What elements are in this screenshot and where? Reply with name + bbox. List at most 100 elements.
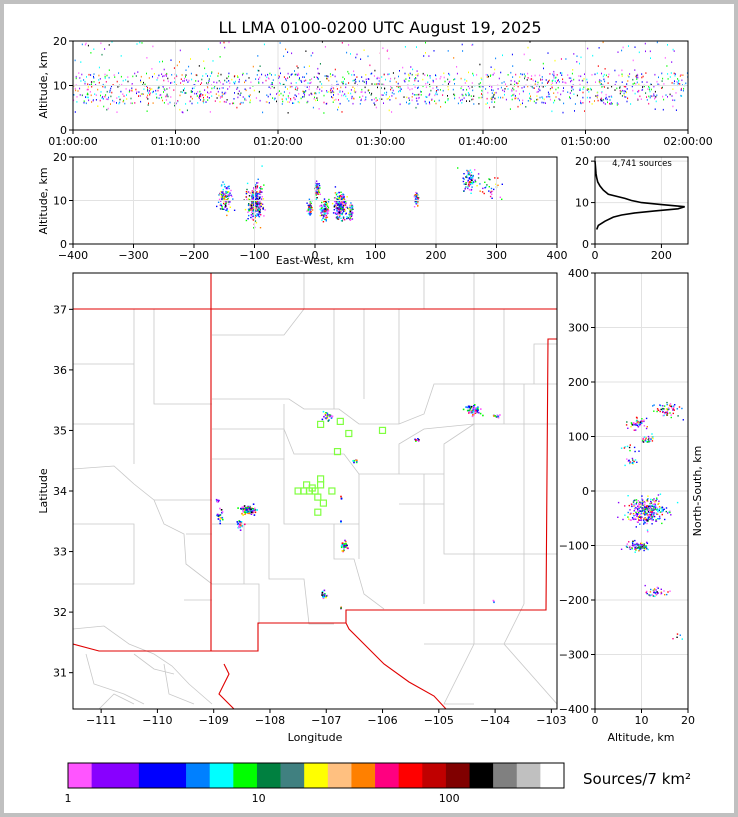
source-point — [425, 95, 427, 98]
source-point — [348, 72, 350, 75]
source-point — [493, 106, 495, 108]
source-point — [667, 44, 668, 46]
source-point — [336, 88, 338, 90]
source-point — [324, 75, 326, 77]
source-point — [184, 87, 185, 90]
source-point — [224, 79, 226, 82]
source-point — [141, 42, 143, 44]
source-point — [415, 198, 417, 200]
source-point — [190, 90, 192, 92]
source-point — [306, 101, 308, 104]
source-point — [300, 97, 302, 100]
source-point — [319, 214, 321, 217]
source-point — [340, 211, 343, 213]
source-point — [678, 80, 680, 82]
colorbar-ticks: 1 10 100 — [65, 792, 460, 805]
source-point — [340, 208, 342, 210]
source-point — [208, 80, 210, 82]
source-point — [259, 191, 261, 193]
source-point — [287, 88, 288, 90]
source-point — [497, 88, 499, 90]
source-point — [526, 79, 528, 81]
source-point — [337, 213, 339, 216]
source-point — [333, 99, 335, 101]
source-point — [501, 183, 503, 185]
source-point — [256, 186, 258, 189]
source-point — [539, 74, 541, 77]
source-point — [251, 194, 253, 196]
source-point — [682, 419, 684, 421]
source-point — [253, 227, 255, 229]
source-point — [649, 591, 652, 593]
source-point — [597, 94, 599, 97]
source-point — [662, 86, 663, 89]
source-point — [656, 513, 659, 515]
source-point — [492, 599, 495, 602]
source-point — [252, 209, 255, 211]
source-point — [572, 85, 574, 88]
source-point — [583, 78, 585, 80]
source-point — [310, 92, 312, 95]
source-point — [652, 519, 654, 521]
source-point — [596, 96, 598, 98]
source-point — [645, 72, 647, 74]
source-point — [208, 78, 210, 80]
source-point — [199, 99, 201, 101]
source-point — [187, 81, 189, 83]
source-point — [199, 94, 201, 96]
source-point — [279, 82, 281, 84]
source-point — [338, 195, 341, 197]
source-point — [209, 111, 211, 113]
source-point — [654, 507, 656, 509]
source-point — [102, 96, 103, 98]
source-point — [113, 100, 115, 103]
source-point — [225, 201, 227, 204]
source-point — [649, 50, 651, 53]
source-point — [73, 94, 75, 96]
source-point — [233, 209, 236, 211]
source-point — [467, 173, 469, 176]
source-point — [228, 194, 230, 196]
source-point — [655, 589, 657, 591]
source-point — [642, 85, 644, 87]
source-point — [635, 503, 637, 505]
source-point — [645, 417, 648, 420]
source-point — [656, 586, 659, 589]
source-point — [109, 89, 111, 92]
source-point — [603, 73, 605, 76]
source-point — [482, 414, 484, 417]
source-point — [260, 204, 263, 206]
source-point — [661, 87, 663, 89]
source-point — [587, 88, 589, 90]
source-point — [140, 79, 141, 82]
source-point — [256, 182, 258, 184]
source-point — [342, 199, 345, 201]
source-point — [74, 87, 76, 90]
source-point — [198, 65, 200, 67]
source-point — [360, 91, 362, 93]
source-point — [90, 52, 92, 54]
source-point — [149, 90, 150, 92]
source-point — [308, 198, 311, 200]
source-point — [639, 519, 641, 521]
source-point — [242, 510, 244, 513]
source-point — [339, 195, 342, 198]
source-point — [341, 81, 343, 83]
source-point — [334, 212, 337, 215]
source-point — [640, 547, 642, 549]
source-point — [325, 415, 328, 417]
source-point — [365, 81, 367, 83]
source-point — [427, 74, 428, 77]
source-point — [295, 86, 297, 89]
source-point — [322, 410, 325, 413]
source-point — [627, 74, 629, 77]
source-point — [629, 546, 631, 548]
y-tick-label: 31 — [53, 667, 67, 680]
time-altitude-ticks: 01:00:00 01:10:00 01:20:00 01:30:00 01:40:00… — [48, 35, 712, 148]
source-point — [647, 498, 649, 500]
source-point — [602, 75, 604, 78]
source-point — [223, 100, 225, 103]
source-point — [634, 92, 636, 95]
source-point — [340, 195, 342, 197]
source-point — [350, 211, 353, 213]
